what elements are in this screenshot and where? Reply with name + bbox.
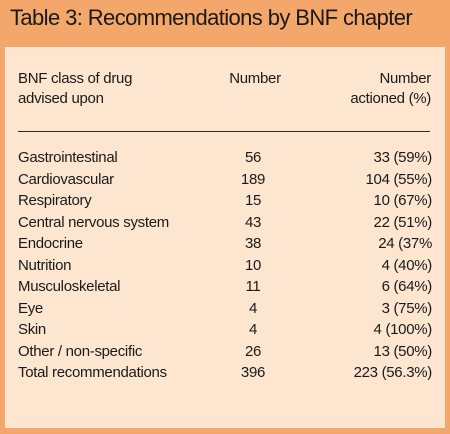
cell-class: Musculoskeletal xyxy=(18,278,121,295)
cell-class: Skin xyxy=(18,321,46,338)
cell-actioned: 4 (100%) xyxy=(373,321,433,338)
cell-number: 43 xyxy=(244,213,262,231)
cell-number: 10 xyxy=(244,256,262,274)
table-row: Other / non-specific 26 13 (50%) xyxy=(5,341,445,363)
cell-class: Respiratory xyxy=(18,192,92,209)
column-header-actioned-line2: actioned (%) xyxy=(350,90,431,107)
table-row: Musculoskeletal 11 6 (64%) xyxy=(5,276,445,298)
cell-actioned: 22 (51%) xyxy=(373,213,433,231)
cell-number: 189 xyxy=(240,170,266,188)
cell-actioned: 4 (40%) xyxy=(381,256,433,274)
table-panel: BNF class of drug advised upon Number Nu… xyxy=(5,47,445,428)
column-header-actioned-line1: Number xyxy=(379,70,431,87)
table-row: Eye 4 3 (75%) xyxy=(5,298,445,320)
cell-number: 4 xyxy=(248,299,258,317)
table-row: Gastrointestinal 56 33 (59%) xyxy=(5,147,445,169)
table-row: Central nervous system 43 22 (51%) xyxy=(5,212,445,234)
table-row: Skin 4 4 (100%) xyxy=(5,319,445,341)
header-divider xyxy=(18,131,430,132)
cell-class: Nutrition xyxy=(18,256,72,274)
column-header-class: BNF class of drug advised upon xyxy=(18,69,132,109)
cell-class: Endocrine xyxy=(18,235,83,252)
table-title: Table 3: Recommendations by BNF chapter xyxy=(10,5,413,30)
table-row: Nutrition 10 4 (40%) xyxy=(5,255,445,277)
cell-actioned: 13 (50%) xyxy=(373,342,433,360)
table-row: Respiratory 15 10 (67%) xyxy=(5,190,445,212)
cell-number: 4 xyxy=(248,321,258,338)
cell-number: 396 xyxy=(240,364,266,381)
column-header-number: Number xyxy=(229,70,281,87)
cell-class: Total recommendations xyxy=(18,364,167,381)
cell-actioned: 104 (55%) xyxy=(365,170,432,188)
cell-actioned: 3 (75%) xyxy=(381,299,433,317)
cell-actioned: 33 (59%) xyxy=(373,149,433,166)
cell-class: Other / non-specific xyxy=(18,342,143,360)
table-row: Endocrine 38 24 (37% xyxy=(5,233,445,255)
table-body: Gastrointestinal 56 33 (59%) Cardiovascu… xyxy=(5,147,445,384)
cell-class: Eye xyxy=(18,299,43,317)
cell-actioned: 6 (64%) xyxy=(381,278,433,295)
column-header-class-line2: advised upon xyxy=(18,90,104,107)
cell-actioned: 10 (67%) xyxy=(373,192,433,209)
cell-number: 56 xyxy=(244,149,262,166)
cell-actioned: 24 (37% xyxy=(378,235,432,252)
table-row: Cardiovascular 189 104 (55%) xyxy=(5,169,445,191)
cell-number: 11 xyxy=(245,278,261,295)
cell-actioned: 223 (56.3%) xyxy=(353,364,433,381)
cell-number: 38 xyxy=(244,235,262,252)
cell-class: Gastrointestinal xyxy=(18,149,118,166)
column-header-actioned: Number actioned (%) xyxy=(325,69,431,109)
cell-number: 26 xyxy=(244,342,262,360)
cell-number: 15 xyxy=(244,192,262,209)
cell-class: Cardiovascular xyxy=(18,170,114,188)
cell-class: Central nervous system xyxy=(18,213,169,231)
table-row-total: Total recommendations 396 223 (56.3%) xyxy=(5,362,445,384)
column-header-class-line1: BNF class of drug xyxy=(18,70,133,87)
